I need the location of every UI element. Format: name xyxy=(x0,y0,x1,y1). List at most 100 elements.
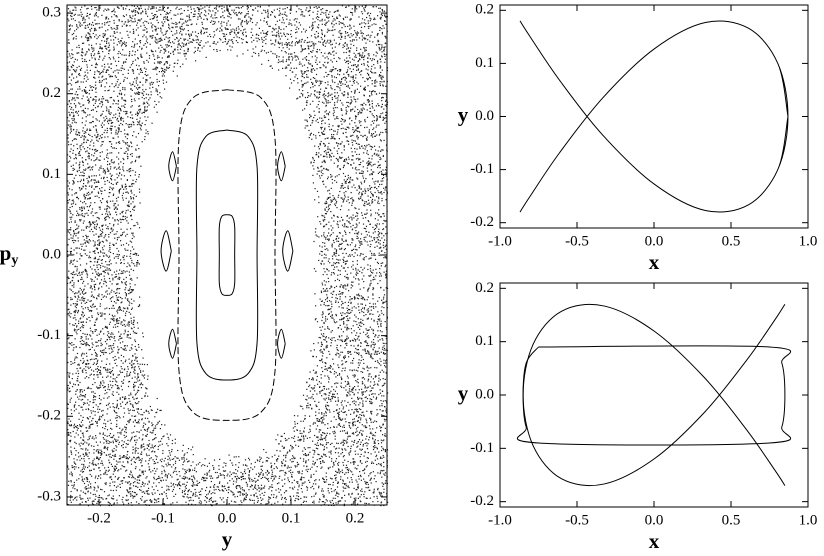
sea-dot xyxy=(351,76,353,78)
sea-dot xyxy=(351,14,354,16)
sea-dot xyxy=(314,493,317,495)
sea-dot xyxy=(98,138,100,140)
sea-dot xyxy=(306,382,308,384)
sea-dot xyxy=(305,398,307,400)
sea-dot xyxy=(117,432,119,434)
sea-dot xyxy=(93,258,95,260)
sea-dot xyxy=(348,75,350,77)
sea-dot xyxy=(122,88,124,90)
sea-dot xyxy=(76,143,78,145)
sea-dot xyxy=(373,353,375,355)
sea-dot xyxy=(142,438,144,440)
sea-dot xyxy=(103,63,106,65)
sea-dot xyxy=(103,382,105,384)
sea-dot xyxy=(315,37,317,39)
sea-dot xyxy=(88,49,90,51)
sea-dot xyxy=(87,491,89,493)
sea-dot xyxy=(364,80,366,82)
sea-dot xyxy=(113,100,115,102)
sea-dot xyxy=(355,36,357,38)
sea-dot xyxy=(74,70,76,72)
sea-dot xyxy=(333,252,335,254)
sea-dot xyxy=(251,21,254,24)
sea-dot xyxy=(108,371,110,373)
sea-dot xyxy=(122,232,124,234)
sea-dot xyxy=(68,374,70,376)
sea-dot xyxy=(123,79,125,81)
sea-dot xyxy=(132,15,134,17)
sea-dot xyxy=(125,349,127,351)
sea-dot xyxy=(357,385,359,387)
sea-dot xyxy=(381,69,383,71)
sea-dot xyxy=(317,383,319,385)
sea-dot xyxy=(78,363,80,365)
sea-dot xyxy=(275,28,277,30)
sea-dot xyxy=(144,8,146,10)
sea-dot xyxy=(128,394,130,396)
sea-dot xyxy=(107,121,109,123)
sea-dot xyxy=(95,220,98,222)
sea-dot xyxy=(356,352,358,354)
sea-dot xyxy=(305,82,307,84)
sea-dot xyxy=(382,131,384,134)
sea-dot xyxy=(293,80,295,82)
sea-dot xyxy=(378,46,380,48)
sea-dot xyxy=(324,208,326,210)
sea-dot xyxy=(370,313,372,315)
sea-dot xyxy=(93,175,95,177)
sea-dot xyxy=(346,43,348,45)
sea-dot xyxy=(120,234,122,236)
sea-dot xyxy=(157,421,159,423)
sea-dot xyxy=(119,397,121,399)
sea-dot xyxy=(78,231,80,233)
sea-dot xyxy=(367,289,369,291)
sea-dot xyxy=(130,170,132,172)
sea-dot xyxy=(153,461,155,463)
sea-dot xyxy=(323,446,326,448)
sea-dot xyxy=(151,444,153,446)
sea-dot xyxy=(251,14,254,16)
sea-dot xyxy=(173,458,175,460)
sea-dot xyxy=(105,291,107,293)
sea-dot xyxy=(131,183,133,185)
sea-dot xyxy=(86,129,88,131)
sea-dot xyxy=(212,465,214,467)
sea-dot xyxy=(98,369,100,371)
sea-dot xyxy=(93,401,95,403)
sea-dot xyxy=(360,266,362,268)
sea-dot xyxy=(131,161,133,163)
sea-dot xyxy=(254,52,257,54)
sea-dot xyxy=(280,32,282,34)
sea-dot xyxy=(82,104,84,106)
sea-dot xyxy=(330,69,332,71)
sea-dot xyxy=(77,280,79,282)
sea-dot xyxy=(165,44,167,46)
sea-dot xyxy=(112,56,114,58)
sea-dot xyxy=(136,439,138,441)
sea-dot xyxy=(315,81,317,83)
sea-dot xyxy=(349,470,352,472)
sea-dot xyxy=(324,424,326,426)
sea-dot xyxy=(107,122,110,125)
sea-dot xyxy=(321,319,323,322)
sea-dot xyxy=(104,280,107,282)
sea-dot xyxy=(290,497,292,499)
sea-dot xyxy=(194,495,196,497)
sea-dot xyxy=(333,109,335,111)
sea-dot xyxy=(300,488,302,490)
sea-dot xyxy=(325,394,327,396)
sea-dot xyxy=(168,55,170,58)
sea-dot xyxy=(78,214,80,217)
sea-dot xyxy=(117,386,119,388)
sea-dot xyxy=(362,258,364,260)
sea-dot xyxy=(67,62,69,64)
sea-dot xyxy=(94,84,97,86)
sea-dot xyxy=(160,440,162,442)
sea-dot xyxy=(82,480,84,483)
sea-dot xyxy=(100,101,102,103)
sea-dot xyxy=(342,201,344,203)
sea-dot xyxy=(288,42,290,44)
sea-dot xyxy=(324,271,326,273)
sea-dot xyxy=(337,226,339,228)
sea-dot xyxy=(263,39,265,42)
